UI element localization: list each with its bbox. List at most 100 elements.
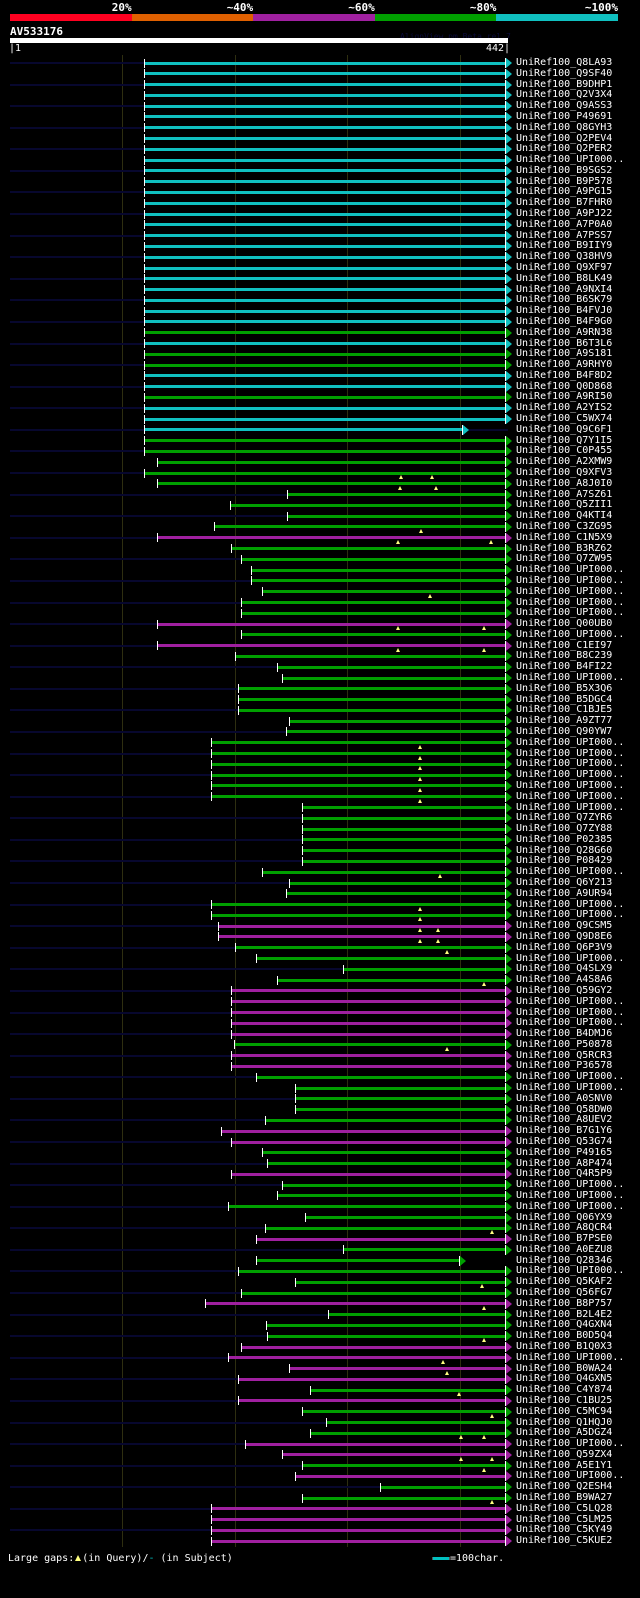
hit-alignment-bar[interactable] [144, 126, 505, 130]
hit-label[interactable]: UniRef100_UPI000.. [516, 1082, 625, 1094]
hit-label[interactable]: UniRef100_Q8GYH3 [516, 121, 613, 133]
hit-alignment-bar[interactable] [144, 147, 505, 151]
hit-alignment-bar[interactable] [144, 234, 505, 238]
hit-label[interactable]: UniRef100_P49691 [516, 110, 613, 122]
hit-label[interactable]: UniRef100_B9SGS2 [516, 164, 613, 176]
hit-alignment-bar[interactable] [231, 1021, 505, 1025]
hit-alignment-bar[interactable] [144, 471, 505, 475]
hit-label[interactable]: UniRef100_Q06YX9 [516, 1211, 613, 1223]
hit-label[interactable]: UniRef100_Q58DW0 [516, 1103, 613, 1115]
hit-label[interactable]: UniRef100_UPI000.. [516, 672, 625, 684]
hit-label[interactable]: UniRef100_Q00UB0 [516, 618, 613, 630]
hit-alignment-bar[interactable] [380, 1485, 505, 1489]
hit-alignment-bar[interactable] [256, 957, 505, 961]
hit-alignment-bar[interactable] [144, 277, 505, 281]
hit-alignment-bar[interactable] [294, 1108, 505, 1112]
hit-alignment-bar[interactable] [217, 935, 505, 939]
hit-label[interactable]: UniRef100_Q1HQJ0 [516, 1416, 613, 1428]
hit-alignment-bar[interactable] [294, 1086, 505, 1090]
hit-alignment-bar[interactable] [288, 1367, 505, 1371]
hit-alignment-bar[interactable] [294, 1097, 505, 1101]
hit-label[interactable]: UniRef100_Q38HV9 [516, 251, 613, 263]
hit-label[interactable]: UniRef100_A5DGZ4 [516, 1427, 613, 1439]
hit-alignment-bar[interactable] [231, 1011, 505, 1015]
hit-label[interactable]: UniRef100_Q5ZII1 [516, 499, 613, 511]
hit-label[interactable]: UniRef100_B7PSE0 [516, 1233, 613, 1245]
hit-label[interactable]: UniRef100_Q6P3V9 [516, 941, 613, 953]
hit-alignment-bar[interactable] [221, 1129, 505, 1133]
hit-alignment-bar[interactable] [144, 212, 505, 216]
hit-label[interactable]: UniRef100_C3ZG95 [516, 520, 613, 532]
hit-alignment-bar[interactable] [294, 1280, 505, 1284]
hit-label[interactable]: UniRef100_UPI000.. [516, 1438, 625, 1450]
hit-label[interactable]: UniRef100_C5WX74 [516, 413, 613, 425]
hit-label[interactable]: UniRef100_Q9C6F1 [516, 423, 613, 435]
hit-label[interactable]: UniRef100_Q2ESH4 [516, 1481, 613, 1493]
hit-label[interactable]: UniRef100_UPI000.. [516, 1006, 625, 1018]
hit-label[interactable]: UniRef100_Q9XFV3 [516, 467, 613, 479]
hit-label[interactable]: UniRef100_Q53G74 [516, 1136, 613, 1147]
hit-label[interactable]: UniRef100_UPI000.. [516, 779, 625, 791]
hit-alignment-bar[interactable] [211, 795, 505, 799]
hit-label[interactable]: UniRef100_Q7ZY88 [516, 823, 613, 835]
hit-alignment-bar[interactable] [288, 719, 505, 723]
hit-label[interactable]: UniRef100_UPI000.. [516, 898, 625, 910]
hit-label[interactable]: UniRef100_C5LQ28 [516, 1502, 613, 1514]
hit-alignment-bar[interactable] [231, 989, 505, 993]
hit-label[interactable]: UniRef100_C5MC94 [516, 1405, 613, 1417]
hit-label[interactable]: UniRef100_Q2PEV4 [516, 132, 613, 144]
hit-alignment-bar[interactable] [241, 601, 505, 604]
hit-label[interactable]: UniRef100_Q4GXN5 [516, 1373, 613, 1385]
hit-alignment-bar[interactable] [244, 1442, 505, 1446]
hit-label[interactable]: UniRef100_B3RZ62 [516, 542, 613, 554]
hit-alignment-bar[interactable] [231, 1032, 505, 1036]
hit-alignment-bar[interactable] [144, 374, 505, 378]
hit-alignment-bar[interactable] [144, 352, 505, 356]
hit-alignment-bar[interactable] [211, 762, 505, 766]
hit-label[interactable]: UniRef100_A7SZ61 [516, 488, 613, 500]
hit-label[interactable]: UniRef100_A7PSS7 [516, 229, 613, 241]
hit-alignment-bar[interactable] [238, 708, 505, 712]
hit-label[interactable]: UniRef100_P49165 [516, 1146, 613, 1158]
hit-alignment-bar[interactable] [231, 1054, 505, 1058]
hit-alignment-bar[interactable] [231, 1000, 505, 1004]
hit-alignment-bar[interactable] [238, 1269, 505, 1273]
hit-label[interactable]: UniRef100_A8UEV2 [516, 1114, 613, 1126]
hit-label[interactable]: UniRef100_Q7ZW95 [516, 553, 613, 565]
hit-alignment-bar[interactable] [211, 752, 505, 756]
hit-alignment-bar[interactable] [227, 1356, 505, 1360]
hit-label[interactable]: UniRef100_Q59ZX4 [516, 1448, 613, 1460]
hit-label[interactable]: UniRef100_UPI000.. [516, 790, 625, 802]
hit-alignment-bar[interactable] [302, 1410, 505, 1414]
hit-label[interactable]: UniRef100_Q9SF40 [516, 67, 613, 79]
hit-alignment-bar[interactable] [233, 1043, 505, 1047]
hit-alignment-bar[interactable] [144, 223, 505, 227]
hit-label[interactable]: UniRef100_P08429 [516, 855, 613, 867]
hit-label[interactable]: UniRef100_Q8LA93 [516, 57, 613, 68]
hit-label[interactable]: UniRef100_UPI000.. [516, 866, 625, 878]
hit-alignment-bar[interactable] [250, 568, 505, 572]
hit-alignment-bar[interactable] [302, 806, 505, 809]
hit-alignment-bar[interactable] [144, 201, 505, 205]
hit-alignment-bar[interactable] [144, 439, 505, 443]
hit-alignment-bar[interactable] [144, 288, 505, 292]
hit-label[interactable]: UniRef100_B8C239 [516, 650, 613, 662]
hit-alignment-bar[interactable] [144, 417, 505, 421]
hit-alignment-bar[interactable] [144, 342, 505, 346]
hit-label[interactable]: UniRef100_A9NXI4 [516, 283, 613, 295]
hit-alignment-bar[interactable] [265, 1226, 505, 1230]
hit-alignment-bar[interactable] [310, 1388, 505, 1392]
hit-label[interactable]: UniRef100_UPI000.. [516, 952, 625, 964]
hit-label[interactable]: UniRef100_Q5RCR3 [516, 1049, 613, 1061]
hit-alignment-bar[interactable] [156, 622, 505, 626]
hit-alignment-bar[interactable] [144, 309, 505, 313]
hit-label[interactable]: UniRef100_UPI000.. [516, 574, 625, 586]
hit-alignment-bar[interactable] [286, 514, 505, 518]
hit-alignment-bar[interactable] [261, 870, 505, 874]
hit-label[interactable]: UniRef100_C1BJE5 [516, 704, 613, 716]
hit-label[interactable]: UniRef100_Q2V3X4 [516, 89, 613, 101]
hit-label[interactable]: UniRef100_B5DGC4 [516, 693, 613, 705]
hit-label[interactable]: UniRef100_B0D5Q4 [516, 1330, 613, 1342]
hit-alignment-bar[interactable] [285, 730, 505, 734]
hit-alignment-bar[interactable] [144, 255, 505, 259]
